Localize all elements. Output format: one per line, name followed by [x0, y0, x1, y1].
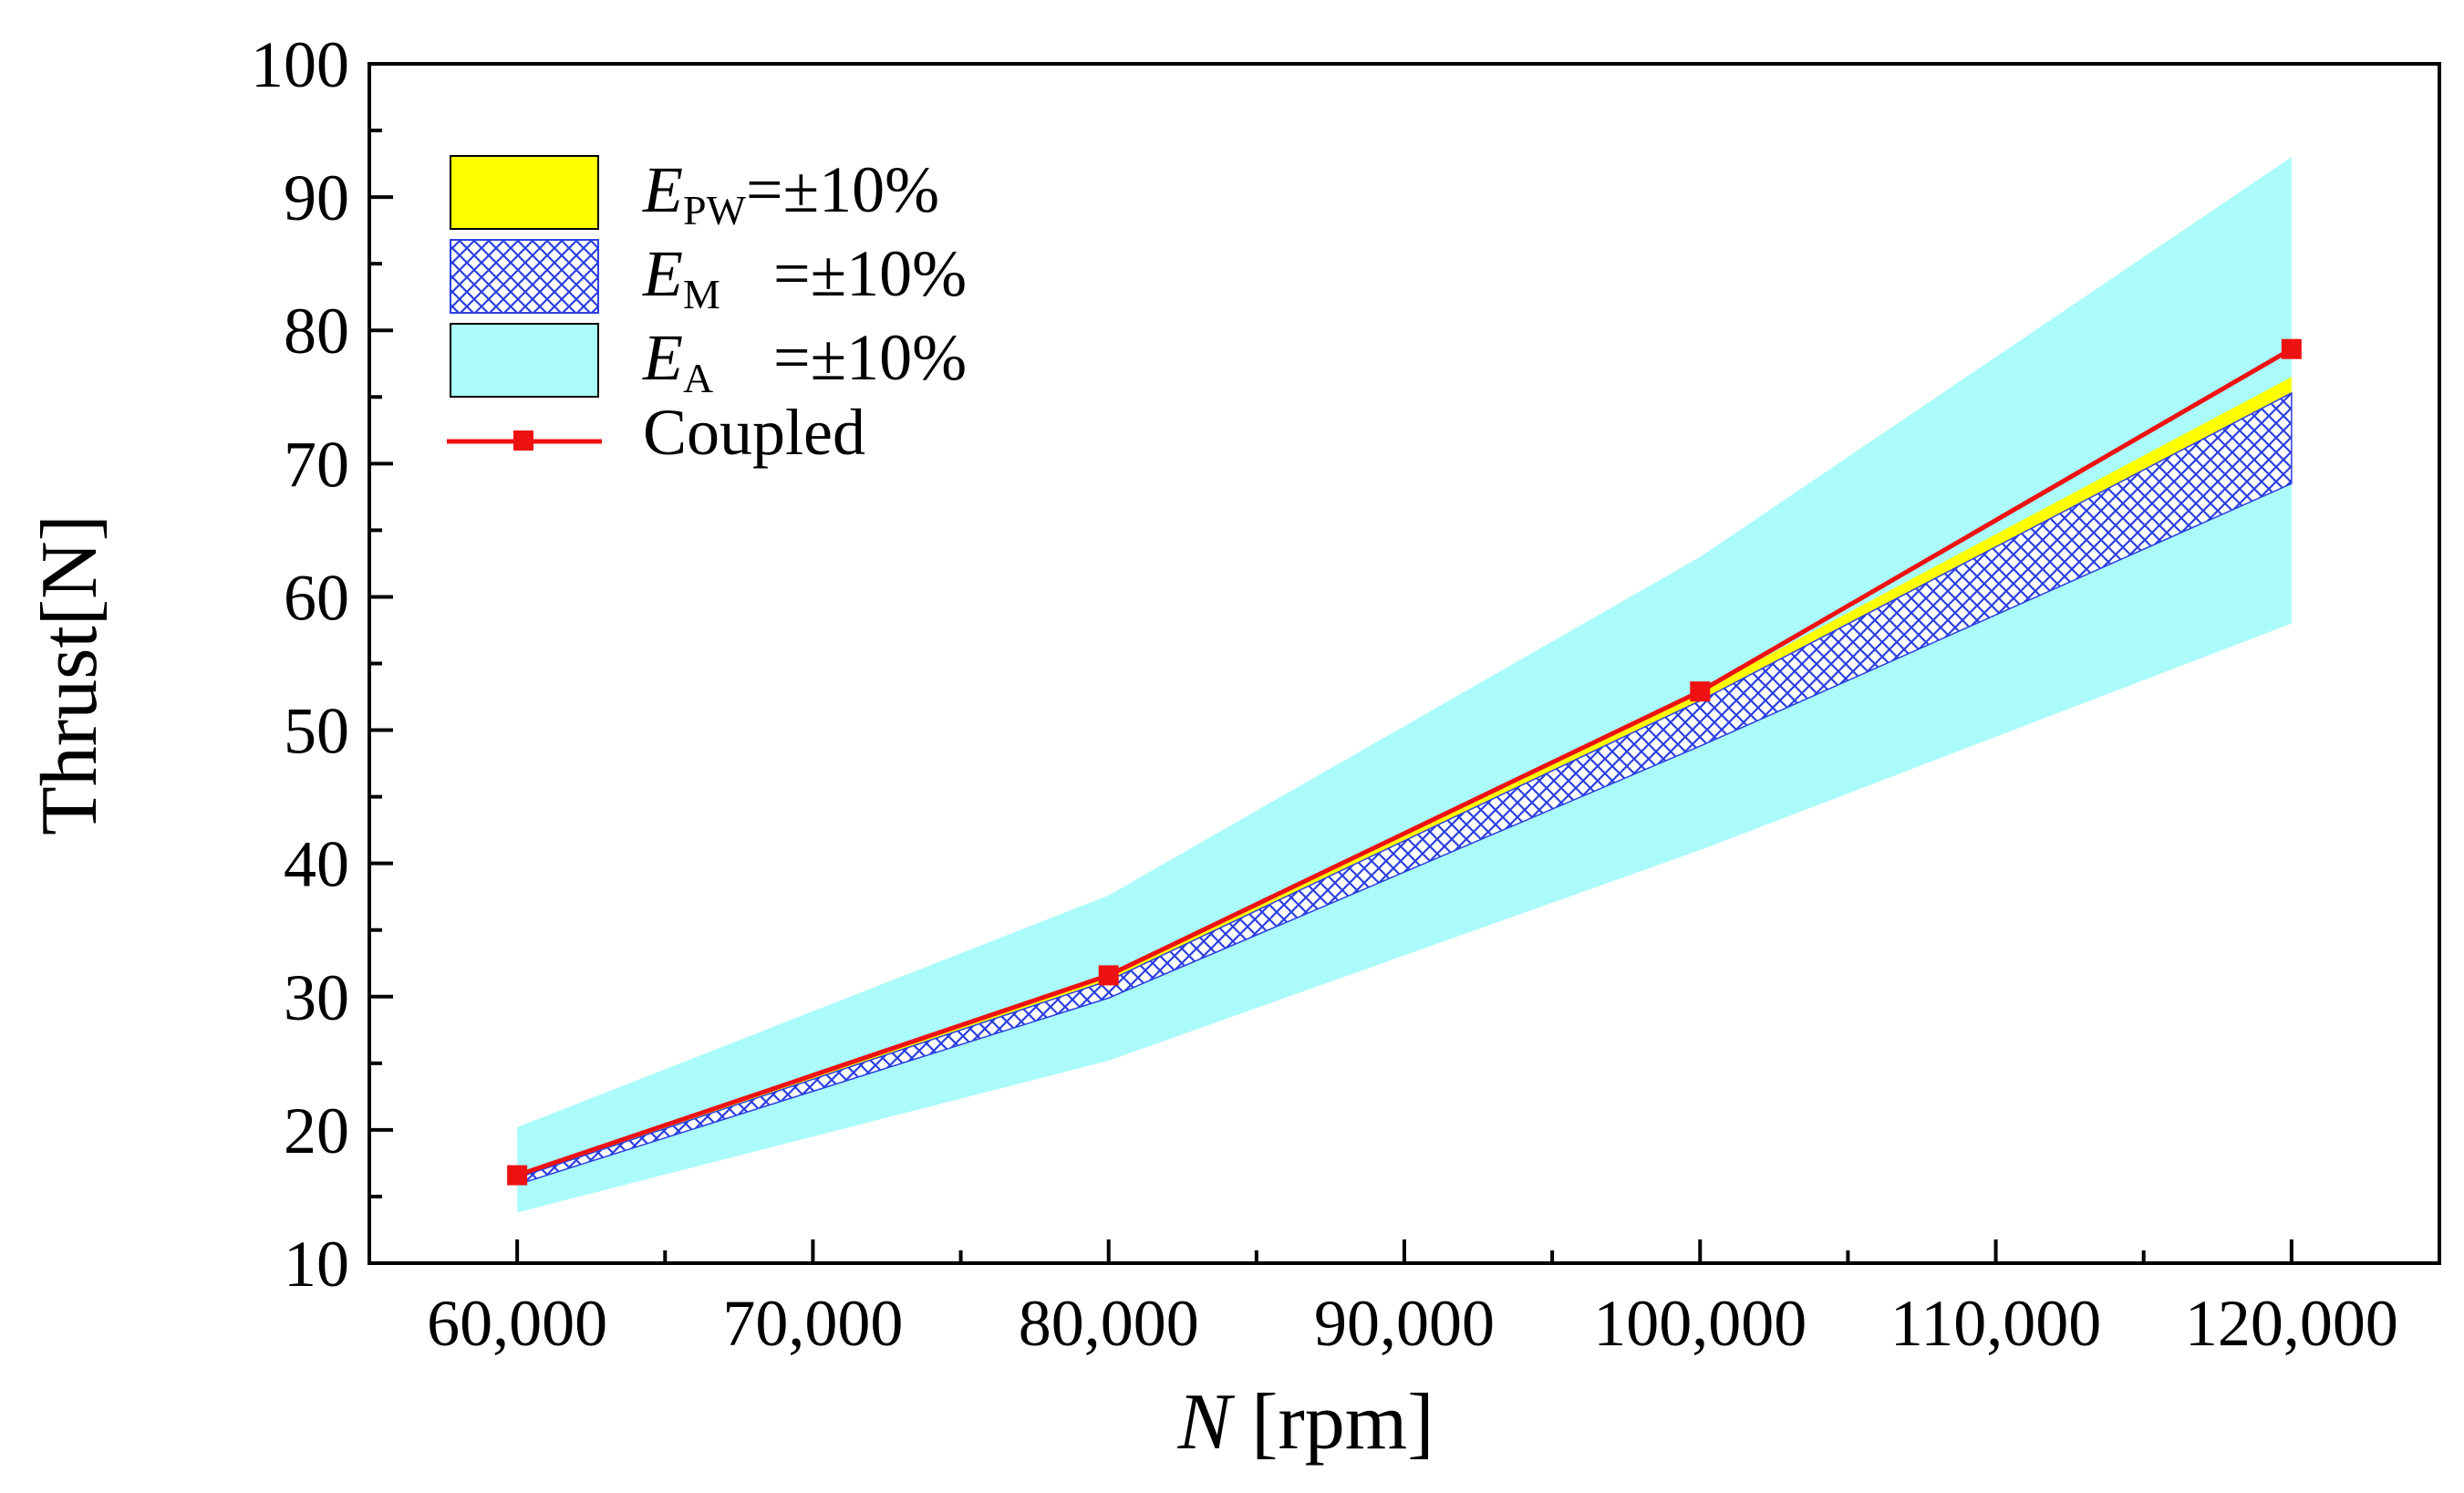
x-tick-label-6: 120,000 [2185, 1287, 2398, 1360]
legend-symbol-em: E [642, 237, 683, 310]
legend-value-ea: =±10% [773, 321, 967, 394]
legend-value-epw: =±10% [746, 153, 939, 226]
y-tick-label-4: 50 [284, 695, 349, 768]
x-tick-label-3: 90,000 [1314, 1287, 1495, 1360]
legend-label-em: EM =±10% [642, 237, 967, 317]
legend-label-coupled: Coupled [643, 396, 865, 469]
legend-label-epw: EPW=±10% [642, 153, 939, 233]
legend-marker-coupled [513, 430, 533, 451]
series-layer [507, 338, 2302, 1186]
x-axis-label-symbol: N [1176, 1378, 1235, 1467]
legend-sub-ea: A [683, 355, 713, 401]
y-tick-label-7: 80 [284, 295, 349, 368]
series-line-coupled [516, 347, 2293, 1177]
x-tick-label-0: 60,000 [427, 1287, 607, 1360]
x-tick-label-5: 110,000 [1890, 1287, 2101, 1360]
bands-layer [516, 157, 2293, 1213]
legend-label-ea: EA =±10% [642, 321, 967, 401]
series-marker-coupled-3 [2281, 338, 2302, 359]
band-e-a [517, 157, 2292, 1213]
y-tick-label-6: 70 [284, 428, 349, 501]
series-marker-coupled-0 [507, 1165, 528, 1186]
y-tick-label-3: 40 [284, 828, 349, 901]
x-tick-label-2: 80,000 [1019, 1287, 1199, 1360]
legend-sub-epw: PW [683, 187, 747, 233]
y-axis-label: Thrust[N] [26, 514, 114, 835]
series-marker-coupled-1 [1098, 965, 1119, 986]
legend-swatch-epw [450, 155, 599, 230]
band-e-m [516, 391, 2293, 1186]
legend-symbol-ea: E [642, 321, 683, 394]
y-tick-label-9: 100 [251, 28, 349, 101]
legend-swatch-em [450, 239, 599, 314]
x-axis-label: N [rpm] [1176, 1378, 1434, 1467]
series-marker-coupled-2 [1690, 681, 1711, 702]
y-tick-label-2: 30 [284, 961, 349, 1034]
y-ticks: 10 20 30 40 50 60 70 80 90 100 [251, 28, 393, 1301]
y-tick-label-5: 60 [284, 561, 349, 634]
x-tick-label-1: 70,000 [722, 1287, 903, 1360]
legend-symbol-epw: E [642, 153, 683, 226]
legend: EPW=±10% EM =±10% EA =±10% Coupled [447, 153, 967, 469]
y-tick-label-8: 90 [284, 161, 349, 234]
x-ticks: 60,000 70,000 80,000 90,000 100,000 110,000 12… [427, 1239, 2398, 1360]
x-axis-label-unit: [rpm] [1231, 1378, 1434, 1467]
legend-swatch-ea [450, 323, 599, 398]
x-tick-label-4: 100,000 [1593, 1287, 1807, 1360]
legend-sub-em: M [683, 271, 720, 317]
y-tick-label-0: 10 [284, 1228, 349, 1301]
y-tick-label-1: 20 [284, 1094, 349, 1167]
legend-value-em: =±10% [773, 237, 967, 310]
